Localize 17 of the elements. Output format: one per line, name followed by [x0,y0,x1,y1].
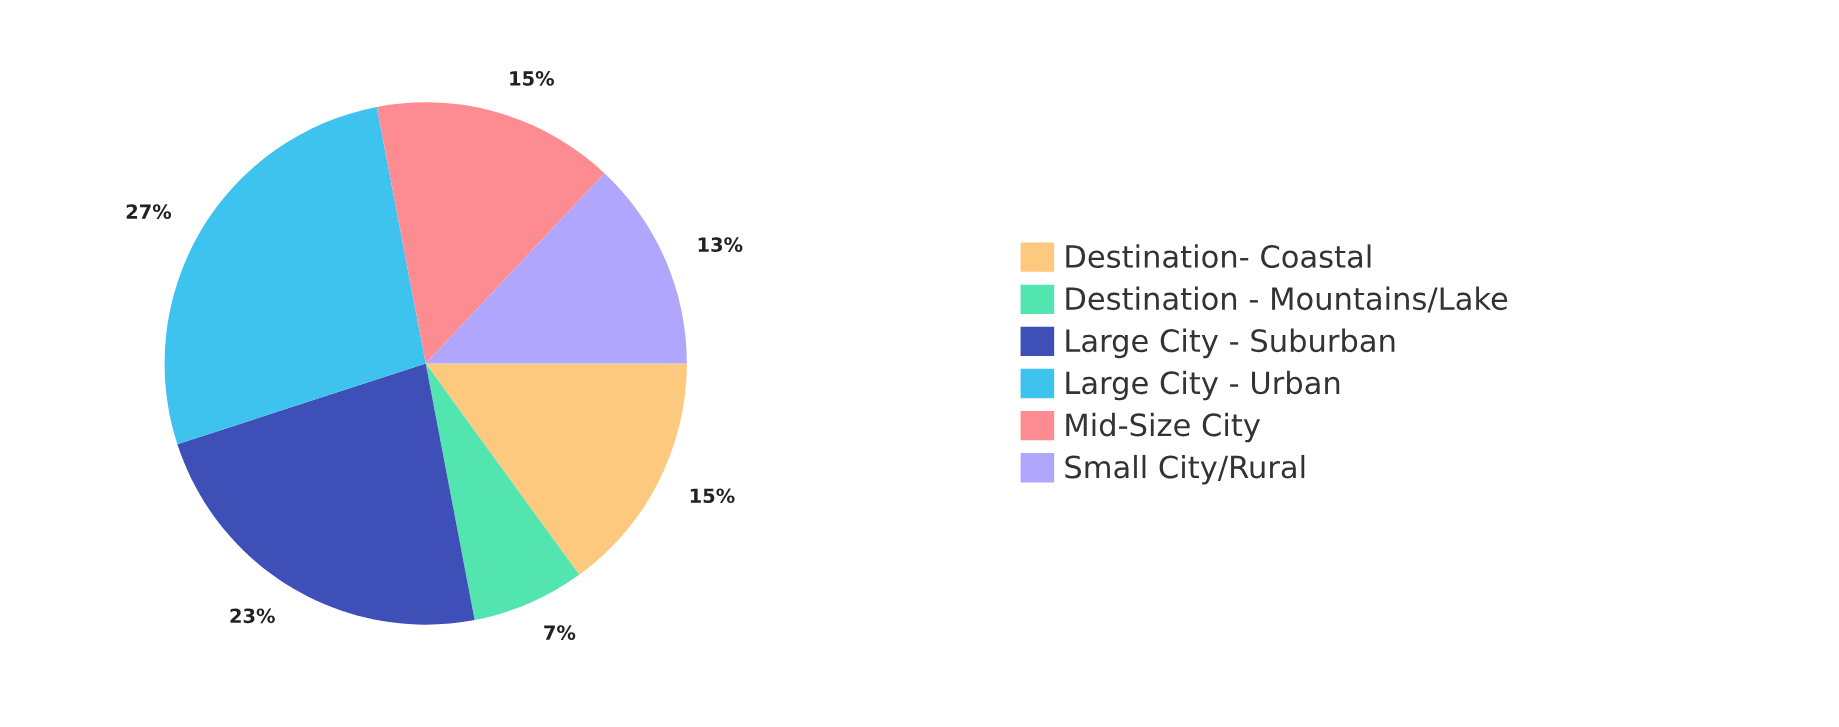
legend-label: Destination- Coastal [1066,244,1371,269]
pie-slice [177,363,475,625]
pie-slice [376,102,605,364]
data-label: 15% [690,488,735,504]
data-label: 7% [544,625,576,640]
legend-label: Large City - Suburban [1066,328,1395,359]
pie-slice [425,173,687,364]
pie-slice [425,363,580,621]
legend-label: Destination - Mountains/Lake [1066,286,1508,313]
legend-label: Large City - Urban [1066,370,1340,401]
legend-label: Mid-Size City [1066,412,1261,443]
data-label: 27% [126,204,172,219]
data-label: 23% [230,608,275,624]
legend-label: Small City/Rural [1065,454,1305,485]
pie-slice [425,363,687,575]
data-label: 15% [510,71,554,86]
data-label: 13% [698,237,743,252]
